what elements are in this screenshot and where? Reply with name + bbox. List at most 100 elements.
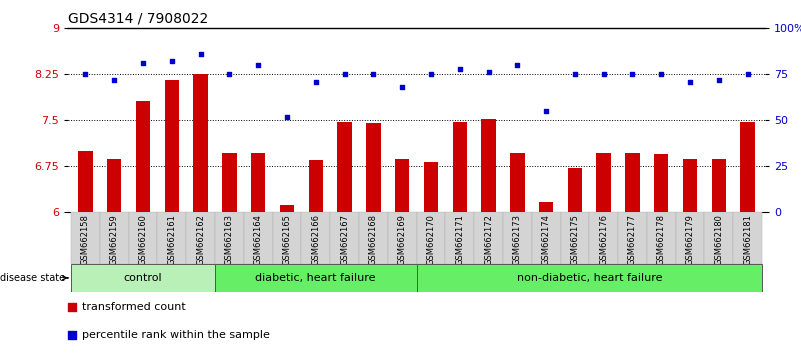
Bar [417,264,762,292]
Text: GSM662164: GSM662164 [254,214,263,265]
Bar [272,212,301,264]
Bar [683,159,698,212]
Text: GSM662180: GSM662180 [714,214,723,265]
Text: GSM662181: GSM662181 [743,214,752,265]
Text: control: control [123,273,163,283]
Bar [100,212,128,264]
Text: GSM662177: GSM662177 [628,214,637,265]
Bar [244,212,272,264]
Bar [705,212,733,264]
Point [712,77,725,83]
Bar [417,212,445,264]
Point [367,72,380,77]
Point [194,51,207,57]
Bar [107,159,122,212]
Bar [481,119,496,212]
Point [338,72,351,77]
Bar [618,212,647,264]
Bar [186,212,215,264]
Text: GSM662160: GSM662160 [139,214,147,265]
Bar [626,153,640,212]
Bar [301,212,330,264]
Point [309,79,322,85]
Text: non-diabetic, heart failure: non-diabetic, heart failure [517,273,662,283]
Bar [308,160,323,212]
Text: GSM662167: GSM662167 [340,214,349,265]
Text: GSM662175: GSM662175 [570,214,579,265]
Text: GSM662166: GSM662166 [312,214,320,265]
Bar [503,212,532,264]
Point [626,72,639,77]
Bar [654,154,669,212]
Bar [71,212,100,264]
Text: disease state: disease state [0,273,68,283]
Point [684,79,697,85]
Text: GSM662173: GSM662173 [513,214,521,265]
Text: GSM662170: GSM662170 [426,214,436,265]
Bar [445,212,474,264]
Text: percentile rank within the sample: percentile rank within the sample [82,330,270,340]
Text: GSM662178: GSM662178 [657,214,666,265]
Text: GSM662176: GSM662176 [599,214,608,265]
Bar [359,212,388,264]
Text: transformed count: transformed count [82,302,186,313]
Bar [388,212,417,264]
Bar [222,153,236,212]
Bar [128,212,157,264]
Bar [251,153,265,212]
Bar [215,264,417,292]
Bar [366,123,380,212]
Text: GSM662165: GSM662165 [283,214,292,265]
Bar [561,212,590,264]
Bar [395,159,409,212]
Point [655,72,668,77]
Bar [193,74,207,212]
Text: GSM662163: GSM662163 [225,214,234,265]
Text: GSM662161: GSM662161 [167,214,176,265]
Point [396,84,409,90]
Bar [78,151,93,212]
Text: diabetic, heart failure: diabetic, heart failure [256,273,376,283]
Point [511,62,524,68]
Text: GDS4314 / 7908022: GDS4314 / 7908022 [68,12,208,26]
Point [569,72,582,77]
Bar [474,212,503,264]
Point [425,72,437,77]
Text: GSM662162: GSM662162 [196,214,205,265]
Point [482,70,495,75]
Point [252,62,264,68]
Bar [568,167,582,212]
Bar [532,212,561,264]
Bar [647,212,676,264]
Bar [676,212,705,264]
Bar [539,202,553,212]
Point [598,72,610,77]
Point [280,114,293,120]
Text: GSM662172: GSM662172 [484,214,493,265]
Text: GSM662179: GSM662179 [686,214,694,265]
Point [136,61,149,66]
Bar [711,159,726,212]
Bar [733,212,762,264]
Text: GSM662159: GSM662159 [110,214,119,265]
Bar [330,212,359,264]
Bar [597,153,611,212]
Bar [424,162,438,212]
Bar [71,264,215,292]
Text: GSM662168: GSM662168 [368,214,378,265]
Bar [215,212,244,264]
Point [65,332,78,338]
Text: GSM662174: GSM662174 [541,214,550,265]
Point [165,59,178,64]
Point [540,108,553,114]
Text: GSM662171: GSM662171 [455,214,465,265]
Bar [337,121,352,212]
Point [108,77,121,83]
Bar [590,212,618,264]
Bar [135,101,150,212]
Bar [453,121,467,212]
Bar [157,212,186,264]
Point [741,72,754,77]
Point [79,72,92,77]
Text: GSM662169: GSM662169 [397,214,407,265]
